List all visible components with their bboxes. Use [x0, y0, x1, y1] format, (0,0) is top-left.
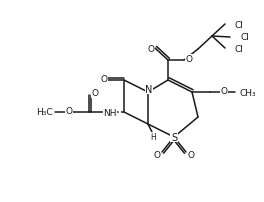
- Text: H₃C: H₃C: [36, 108, 53, 117]
- Text: N: N: [145, 85, 153, 95]
- Text: O: O: [186, 55, 192, 64]
- Text: Cl: Cl: [235, 44, 244, 53]
- Text: Cl: Cl: [241, 33, 250, 42]
- Text: O: O: [101, 75, 107, 84]
- Text: Cl: Cl: [235, 20, 244, 29]
- Text: O: O: [153, 150, 161, 159]
- Text: H: H: [150, 133, 156, 142]
- Text: O: O: [92, 89, 98, 98]
- Text: S: S: [171, 132, 177, 142]
- Text: O: O: [187, 150, 195, 159]
- Text: NH: NH: [103, 109, 117, 118]
- Text: O: O: [65, 107, 73, 116]
- Text: CH₃: CH₃: [240, 88, 257, 97]
- Text: O: O: [220, 87, 228, 96]
- Text: O: O: [148, 44, 154, 53]
